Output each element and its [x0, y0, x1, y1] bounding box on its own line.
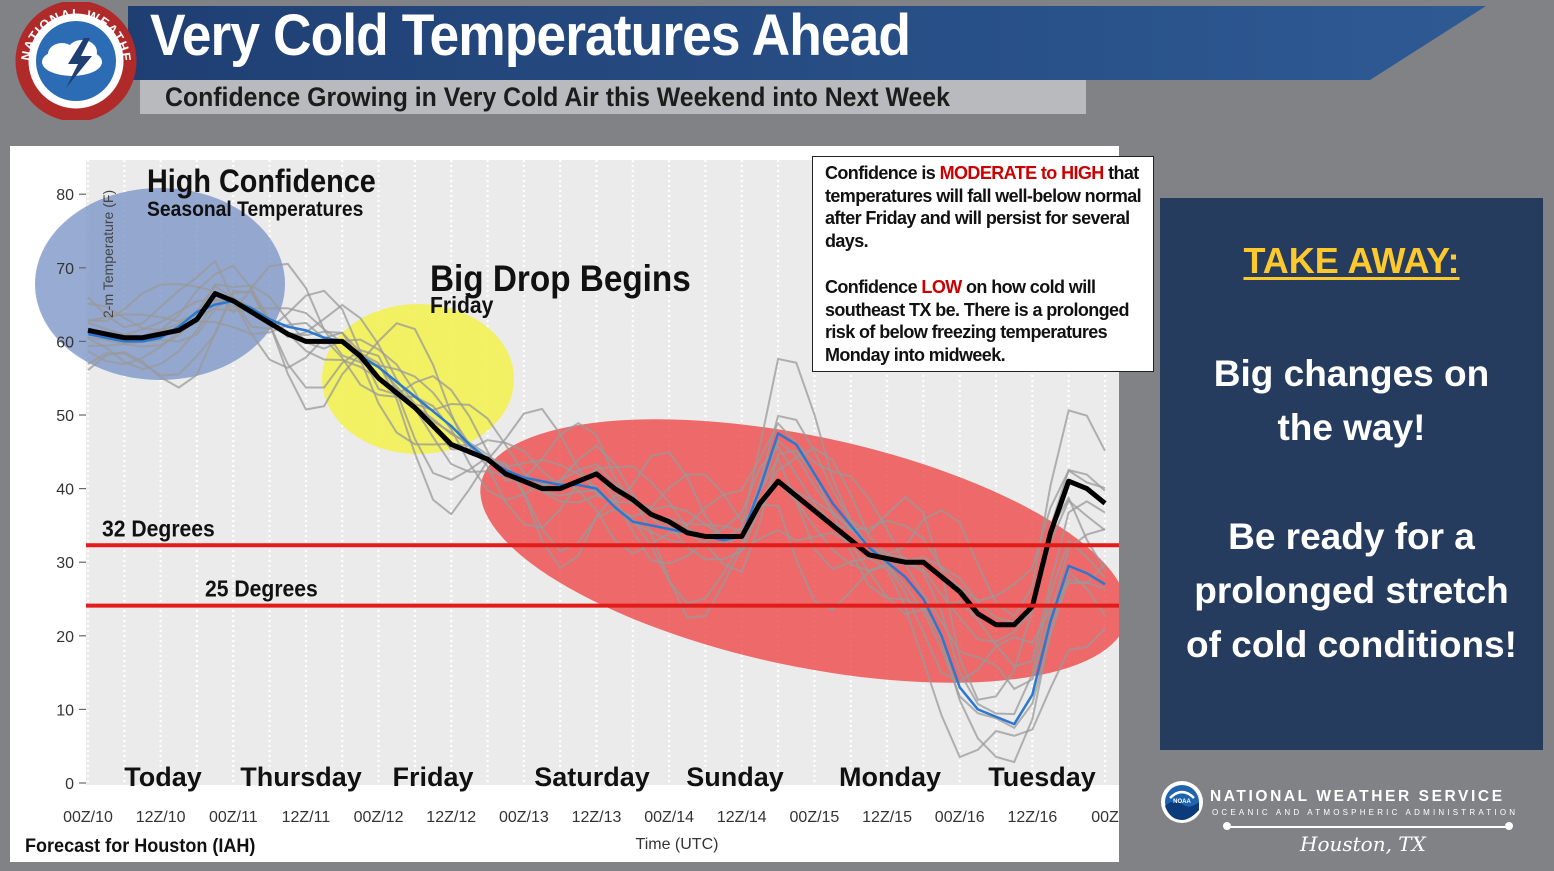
y-tick-label: 20 [56, 629, 74, 646]
ensemble-member-line [87, 259, 1106, 618]
ensemble-member-line [87, 283, 1106, 602]
takeaway-line-1: Big changes on [1213, 353, 1490, 394]
day-label: Sunday [686, 762, 784, 792]
deterministic-line [87, 299, 1106, 726]
annotation-big-drop: Big Drop Begins [430, 258, 691, 299]
conf-p2-highlight: LOW [921, 277, 962, 297]
footer-office: Houston, TX [1300, 832, 1426, 856]
x-tick-label: 00Z/12 [354, 809, 404, 826]
conf-p2-prefix: Confidence [825, 277, 918, 297]
y-tick-label: 50 [56, 408, 74, 425]
takeaway-line-5: of cold conditions! [1186, 624, 1517, 665]
conf-p1-prefix: Confidence is [825, 163, 936, 183]
reference-label-0: 32 Degrees [102, 515, 215, 541]
footer-divider-dot-left [1223, 822, 1231, 830]
cold-period-ellipse [480, 419, 1119, 683]
footer-agency-sub: OCEANIC AND ATMOSPHERIC ADMINISTRATION [1212, 808, 1519, 817]
y-tick-label: 30 [56, 555, 74, 572]
page-title: Very Cold Temperatures Ahead [150, 3, 911, 68]
ensemble-member-line [87, 262, 1106, 701]
confidence-box: Confidence is MODERATE to HIGH that temp… [812, 156, 1154, 372]
nws-logo: NATIONAL WEATHER SERVICE [12, 2, 137, 120]
ensemble-mean-line [87, 291, 1107, 628]
x-axis-label: Time (UTC) [636, 836, 719, 853]
y-tick-label: 60 [56, 334, 74, 351]
day-label: Friday [392, 762, 473, 792]
y-tick-label: 80 [56, 187, 74, 204]
x-tick-label: 12Z/16 [1007, 809, 1057, 826]
y-axis-label: 2-m Temperature (F) [100, 190, 116, 318]
footer-divider [1227, 826, 1509, 828]
x-tick-label: 00Z/16 [935, 809, 985, 826]
footer-agency-name: NATIONAL WEATHER SERVICE [1210, 788, 1505, 805]
day-label: Today [124, 762, 202, 792]
annotation-friday: Friday [430, 292, 494, 318]
takeaway-title: TAKE AWAY: [1243, 240, 1460, 281]
footer-divider-dot-right [1505, 822, 1513, 830]
ensemble-member-line [87, 290, 1106, 683]
noaa-logo: NOAA [1161, 781, 1203, 823]
x-tick-label: 12Z/14 [717, 809, 767, 826]
annotation-high-confidence: High Confidence [147, 164, 376, 200]
x-tick-label: 12Z/11 [282, 809, 331, 826]
day-label: Thursday [240, 762, 362, 792]
takeaway-line-3: Be ready for a [1228, 516, 1475, 557]
ensemble-member-line [87, 297, 1106, 716]
conf-p2-rest: on how cold will southeast TX be. There … [825, 277, 1129, 365]
annotation-seasonal: Seasonal Temperatures [147, 198, 363, 221]
reference-label-1: 25 Degrees [205, 576, 318, 602]
x-tick-label: 00Z [1091, 809, 1119, 826]
x-tick-label: 00Z/11 [209, 809, 258, 826]
y-tick-label: 10 [56, 702, 74, 719]
x-tick-label: 12Z/13 [572, 809, 622, 826]
takeaway-line-4: prolonged stretch [1194, 570, 1509, 611]
x-tick-label: 00Z/13 [499, 809, 549, 826]
title-banner [128, 6, 1486, 80]
subtitle-bar [140, 80, 1086, 114]
noaa-logo-text: NOAA [1173, 799, 1191, 805]
forecast-location-label: Forecast for Houston (IAH) [25, 835, 255, 857]
ensemble-member-line [87, 320, 1106, 764]
x-tick-label: 00Z/14 [644, 809, 694, 826]
x-tick-label: 12Z/10 [136, 809, 186, 826]
day-label: Saturday [534, 762, 650, 792]
takeaway-line-2: the way! [1277, 407, 1426, 448]
y-tick-label: 70 [56, 261, 74, 278]
x-tick-label: 00Z/15 [790, 809, 840, 826]
day-label: Tuesday [988, 762, 1096, 792]
takeaway-panel [1160, 198, 1543, 750]
x-tick-label: 12Z/15 [862, 809, 912, 826]
x-tick-label: 00Z/10 [63, 809, 113, 826]
y-tick-label: 0 [65, 776, 74, 793]
ensemble-member-line [87, 264, 1106, 691]
conf-p1-highlight: MODERATE to HIGH [939, 163, 1105, 183]
x-tick-label: 12Z/12 [426, 809, 476, 826]
day-label: Monday [839, 762, 941, 792]
conf-p1-rest: that temperatures will fall well-below n… [825, 163, 1142, 251]
y-tick-label: 40 [56, 482, 74, 499]
page-subtitle: Confidence Growing in Very Cold Air this… [165, 82, 950, 112]
